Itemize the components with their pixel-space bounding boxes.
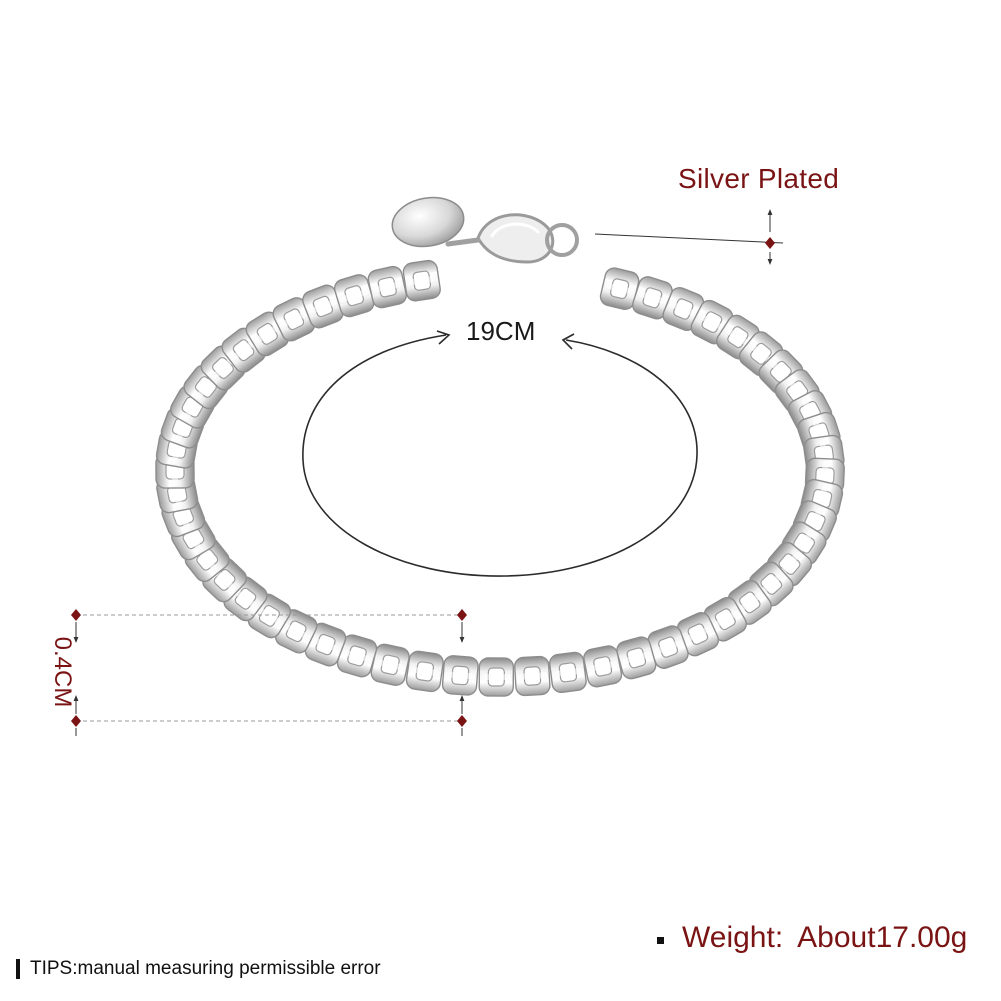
diamond-marker-icon	[457, 715, 467, 727]
length-label: 19CM	[466, 316, 536, 346]
chain-link	[583, 645, 623, 688]
diamond-marker-icon	[457, 609, 467, 621]
material-pointer	[594, 209, 784, 265]
weight-value: About17.00g	[797, 921, 968, 954]
chain-link	[766, 541, 813, 587]
tips-bar-icon	[16, 959, 20, 979]
chain-link	[647, 625, 689, 669]
chain-link	[676, 612, 720, 657]
tips-row: TIPS:manual measuring permissible error	[16, 958, 381, 980]
heart-tag	[391, 196, 465, 248]
length-guide	[302, 330, 698, 577]
chain-link	[478, 657, 515, 697]
chain-link	[599, 267, 640, 310]
diamond-marker-icon	[765, 237, 775, 249]
square-bullet-icon	[657, 936, 664, 944]
width-dimension	[71, 609, 467, 736]
chain-link	[441, 655, 479, 696]
chain-link	[367, 265, 407, 309]
chain-link	[548, 651, 587, 694]
material-label: Silver Plated	[678, 163, 840, 194]
chain-link	[632, 276, 673, 320]
weight-label: Weight:	[682, 921, 784, 954]
chain-link	[302, 284, 344, 329]
diamond-marker-icon	[71, 609, 81, 621]
chain-link	[336, 634, 378, 678]
chain-link	[616, 636, 657, 680]
chain-link	[514, 655, 551, 697]
chain-link	[272, 297, 316, 342]
bracelet-chain	[155, 259, 845, 697]
chain-link	[333, 274, 375, 318]
tips-text: TIPS:manual measuring permissible error	[30, 958, 381, 979]
chain-link	[690, 299, 734, 345]
chain-link	[727, 579, 772, 625]
width-label: 0.4CM	[49, 636, 76, 708]
lobster-clasp	[445, 213, 579, 264]
chain-link	[370, 643, 410, 686]
chain-link	[781, 521, 827, 565]
weight-row: Weight: About17.00g	[657, 921, 967, 955]
chain-link	[405, 650, 444, 693]
diamond-marker-icon	[71, 715, 81, 727]
chain-link	[402, 259, 441, 302]
